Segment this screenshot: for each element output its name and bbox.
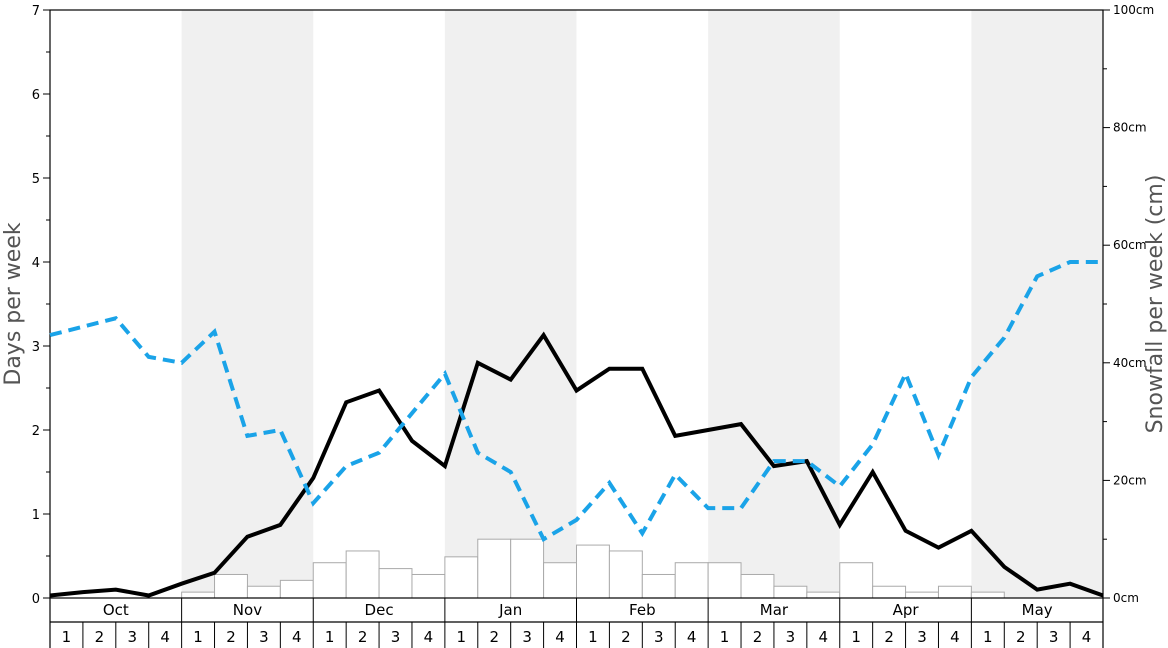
snowfall-bar — [970, 591, 1005, 599]
week-label: 4 — [950, 628, 960, 646]
snowfall-bar — [707, 562, 742, 599]
y2-tick-label: 100cm — [1113, 3, 1154, 17]
week-label: 2 — [621, 628, 631, 646]
snowfall-bar — [378, 568, 413, 599]
snowfall-bar — [279, 579, 314, 599]
month-shade-jan — [444, 10, 577, 598]
week-label: 3 — [917, 628, 927, 646]
week-label: 1 — [720, 628, 730, 646]
week-label: 4 — [687, 628, 697, 646]
y-tick-label: 7 — [32, 4, 40, 19]
right-axis: 0cm 20cm 40cm 60cm 80cm 100cm — [1103, 3, 1154, 605]
month-shade-may — [971, 10, 1103, 598]
week-label: 1 — [588, 628, 598, 646]
y-tick-label: 2 — [32, 424, 40, 439]
month-shade-mar — [708, 10, 840, 598]
week-label: 3 — [522, 628, 532, 646]
week-label: 2 — [489, 628, 499, 646]
week-label: 3 — [259, 628, 269, 646]
snowfall-bar — [773, 585, 808, 599]
snowfall-bars — [181, 538, 1005, 599]
snowfall-bar — [181, 591, 216, 599]
week-label: 3 — [654, 628, 664, 646]
week-label: 1 — [193, 628, 203, 646]
snowfall-bar — [641, 573, 676, 599]
snowfall-bar — [740, 573, 775, 599]
y-axis-title: Days per week — [1, 222, 26, 385]
week-label: 1 — [325, 628, 335, 646]
week-label: 3 — [391, 628, 401, 646]
week-label: 3 — [127, 628, 137, 646]
snowfall-bar — [477, 538, 512, 599]
week-label: 1 — [983, 628, 993, 646]
left-axis: 0 1 2 3 4 5 6 7 — [32, 4, 50, 607]
y2-axis-title: Snowfall per week (cm) — [1143, 175, 1168, 434]
snowfall-bar — [576, 544, 610, 599]
x-axis: Oct 1 2 3 4 Nov 1 2 3 4 Dec 1 2 3 4 Jan 1 2 3 4 Feb 1 2 3 4 Mar 1 2… — [49, 598, 1104, 648]
week-label: 4 — [424, 628, 434, 646]
y-tick-label: 0 — [32, 592, 40, 607]
week-label: 2 — [358, 628, 368, 646]
snowfall-bar — [411, 573, 446, 599]
y-tick-label: 1 — [32, 508, 40, 523]
week-label: 2 — [95, 628, 105, 646]
week-label: 2 — [753, 628, 763, 646]
snowfall-bar — [674, 562, 709, 599]
dashed-series-line — [49, 260, 1103, 543]
week-label: 4 — [1082, 628, 1092, 646]
week-label: 4 — [555, 628, 565, 646]
snowfall-bar — [510, 538, 545, 599]
week-label: 3 — [1049, 628, 1059, 646]
week-label: 2 — [884, 628, 894, 646]
y-tick-label: 5 — [32, 172, 40, 187]
data-lines — [49, 260, 1104, 598]
snowfall-bar — [608, 550, 643, 599]
snowfall-bar — [444, 556, 479, 599]
snowfall-bar — [345, 550, 380, 599]
month-label: Oct — [103, 601, 129, 619]
y-tick-label: 6 — [32, 88, 40, 103]
week-label: 1 — [457, 628, 467, 646]
snowfall-bar — [839, 562, 874, 599]
y2-tick-label: 0cm — [1113, 591, 1139, 605]
month-label: May — [1022, 601, 1053, 619]
month-label: Dec — [365, 601, 394, 619]
y2-tick-label: 80cm — [1113, 121, 1147, 135]
y2-tick-label: 40cm — [1113, 356, 1147, 370]
y2-tick-label: 20cm — [1113, 473, 1147, 487]
week-label: 4 — [160, 628, 170, 646]
week-label: 3 — [786, 628, 796, 646]
snowfall-bar — [543, 562, 577, 599]
month-shading — [181, 10, 1103, 598]
snowfall-bar — [872, 585, 907, 599]
month-shade-nov — [181, 10, 314, 598]
snowfall-bar — [905, 591, 939, 599]
week-label: 1 — [851, 628, 861, 646]
month-label: Apr — [893, 601, 920, 619]
snowfall-bar — [246, 585, 281, 599]
month-label: Mar — [760, 601, 789, 619]
y-tick-label: 3 — [32, 340, 40, 355]
snowfall-bar — [937, 585, 972, 599]
week-label: 2 — [1016, 628, 1026, 646]
week-label: 1 — [62, 628, 72, 646]
y-tick-label: 4 — [32, 256, 40, 271]
snowfall-bar — [214, 573, 248, 599]
solid-series-line — [49, 331, 1104, 598]
week-label: 4 — [819, 628, 829, 646]
month-label: Jan — [498, 601, 522, 619]
snowfall-bar — [806, 591, 841, 599]
week-label: 2 — [226, 628, 236, 646]
month-label: Nov — [233, 601, 262, 619]
week-label: 4 — [292, 628, 302, 646]
snowfall-bar — [312, 562, 347, 599]
y2-tick-label: 60cm — [1113, 238, 1147, 252]
month-label: Feb — [629, 601, 656, 619]
